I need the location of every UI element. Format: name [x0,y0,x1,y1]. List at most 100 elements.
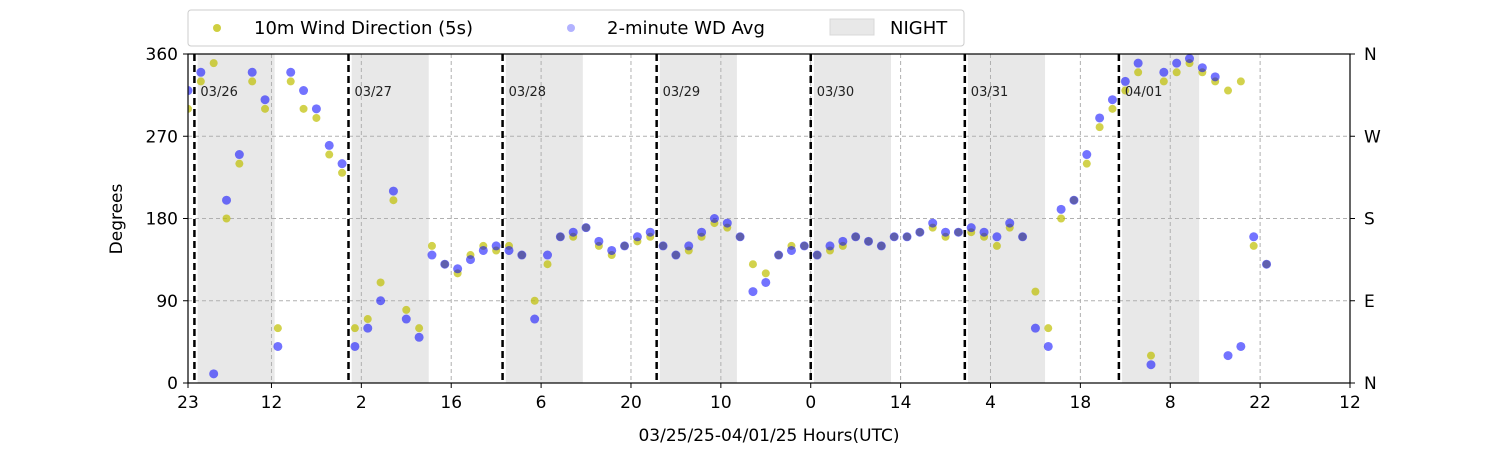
y-right-tick-label-2: S [1364,210,1375,230]
wd-avg-point [581,223,591,233]
legend-marker-wd-avg [567,24,575,32]
wind-direction-point [1159,77,1168,86]
x-tick-label-6: 10 [710,393,732,413]
wd-avg-point [941,227,951,237]
wd-avg-point [1056,204,1066,214]
wd-avg-point [1146,360,1156,370]
y-tick-label-0: 0 [167,374,178,394]
wd-avg-point [286,67,296,77]
x-tick-label-9: 4 [985,393,996,413]
wd-avg-point [1030,323,1040,333]
day-marker-label-4: 03/30 [817,85,854,100]
wind-direction-point [1095,123,1104,132]
wd-avg-point [414,332,424,342]
wind-direction-point [389,196,398,205]
wd-avg-point [607,245,617,255]
wind-direction-point [530,296,539,305]
x-tick-label-13: 12 [1339,393,1361,413]
wind-direction-point [543,260,552,269]
day-marker-label-1: 03/27 [354,85,391,100]
wd-avg-point [1210,72,1220,82]
wd-avg-point [632,232,642,242]
wd-avg-point [350,341,360,351]
wd-avg-point [1249,232,1259,242]
wd-avg-point [234,150,244,160]
wd-avg-point [1043,341,1053,351]
legend-frame [187,9,965,47]
x-tick-label-3: 16 [440,393,462,413]
wind-direction-point [748,260,757,269]
wd-avg-point [324,140,334,150]
data-series [188,54,1272,379]
wind-direction-point [1044,324,1053,333]
wind-direction-point [222,214,231,223]
wd-avg-point [812,250,822,260]
wd-avg-point [594,236,604,246]
wd-avg-point [1095,113,1105,123]
wd-avg-point [1172,58,1182,68]
y-right-tick-label-3: W [1364,127,1381,147]
wd-avg-point [1133,58,1143,68]
wd-avg-point [543,250,553,260]
wd-avg-point [376,296,386,306]
wd-avg-point [1018,232,1028,242]
wd-avg-point [953,227,963,237]
wind-direction-point [325,150,334,159]
wd-avg-point [299,86,309,96]
wd-avg-point [799,241,809,251]
wd-avg-point [1159,67,1169,77]
wd-avg-point [620,241,630,251]
wind-direction-point [286,77,295,86]
wind-direction-point [363,315,372,324]
wd-avg-point [222,195,232,205]
legend-label-wind-direction: 10m Wind Direction (5s) [254,18,473,39]
wind-direction-point [235,159,244,168]
wd-avg-point [748,287,758,297]
legend-label-wd-avg: 2-minute WD Avg [607,18,765,39]
wd-avg-point [889,232,899,242]
wd-avg-point [260,95,270,105]
wind-direction-point [350,324,359,333]
wd-avg-point [1223,351,1233,361]
gridlines [188,54,1350,383]
wd-avg-point [774,250,784,260]
wd-avg-point [388,186,398,196]
wd-avg-point [928,218,938,228]
wd-avg-point [568,227,578,237]
wind-direction-point [209,59,218,68]
x-tick-label-4: 6 [536,393,547,413]
wd-avg-point [440,259,450,269]
wd-avg-point [851,232,861,242]
legend: 10m Wind Direction (5s) 2-minute WD Avg … [187,9,965,47]
y-tick-label-4: 360 [146,45,178,65]
wind-direction-point [188,104,192,113]
y-axis-title: Degrees [107,183,127,254]
x-tick-label-7: 0 [805,393,816,413]
x-tick-label-10: 18 [1070,393,1092,413]
wd-avg-point [517,250,527,260]
wd-avg-point [684,241,694,251]
wd-avg-point [761,277,771,287]
y-axis-right: N E S W N [1350,45,1381,394]
wd-avg-point [1236,341,1246,351]
wd-avg-point [1262,259,1272,269]
wd-avg-point [247,67,257,77]
wind-direction-point [248,77,257,86]
wind-direction-point [1082,159,1091,168]
legend-label-night: NIGHT [890,18,948,39]
day-marker-label-3: 03/29 [663,85,700,100]
wd-avg-point [1185,54,1195,64]
y-tick-label-3: 270 [146,127,178,147]
y-right-tick-label-4: N [1364,45,1377,65]
y-tick-label-1: 90 [156,292,178,312]
wd-avg-point [504,245,514,255]
day-markers: 03/26 03/27 03/28 03/29 03/30 03/31 04/01 [193,54,1162,383]
wd-avg-point [337,159,347,169]
wd-avg-point [491,241,501,251]
wind-direction-point [273,324,282,333]
wind-direction-point [299,104,308,113]
wd-avg-point [979,227,989,237]
wd-avg-point [786,245,796,255]
day-marker-label-0: 03/26 [200,85,237,100]
